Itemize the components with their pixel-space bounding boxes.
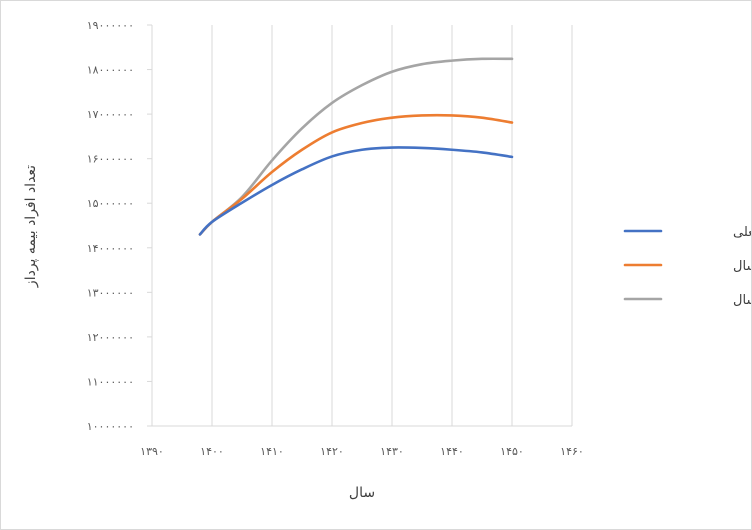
y-tick-label: ۱۳۰۰۰۰۰۰ [87, 286, 134, 299]
legend-label: ۶ سال [733, 293, 751, 308]
x-axis-ticks: ۱۳۹۰ ۱۴۰۰ ۱۴۱۰ ۱۴۲۰ ۱۴۳۰ ۱۴۴۰ ۱۴۵۰ ۱۴۶۰ [140, 445, 584, 458]
x-axis-title: سال [349, 485, 375, 501]
legend-item: ۶ سال [623, 293, 751, 308]
y-tick-label: ۱۰۰۰۰۰۰۰ [87, 420, 134, 433]
legend-label: ۲ سال [733, 259, 751, 274]
y-tick-label: ۱۷۰۰۰۰۰۰ [87, 108, 134, 121]
series-line-3 [198, 57, 514, 236]
y-tick-label: ۱۸۰۰۰۰۰۰ [87, 64, 134, 77]
y-tick-label: ۱۲۰۰۰۰۰۰ [87, 331, 134, 344]
legend-label: حالت فعلی [733, 225, 751, 240]
x-tick-label: ۱۴۱۰ [260, 445, 284, 458]
legend-item: حالت فعلی [623, 225, 751, 240]
x-tick-label: ۱۴۴۰ [440, 445, 464, 458]
series-line-1 [198, 146, 514, 236]
y-tick-label: ۱۴۰۰۰۰۰۰ [87, 242, 134, 255]
x-tick-label: ۱۴۲۰ [320, 445, 344, 458]
x-tick-label: ۱۳۹۰ [140, 445, 164, 458]
y-tick-label: ۱۶۰۰۰۰۰۰ [87, 153, 134, 166]
grid-layer [151, 25, 573, 427]
x-tick-label: ۱۴۰۰ [200, 445, 224, 458]
series-layer [198, 57, 514, 236]
y-tick-label: ۱۱۰۰۰۰۰۰ [87, 375, 134, 388]
y-axis-ticks: ۱۰۰۰۰۰۰۰ ۱۱۰۰۰۰۰۰ ۱۲۰۰۰۰۰۰ ۱۳۰۰۰۰۰۰ ۱۴۰۰۰۰۰۰… [87, 19, 152, 433]
x-tick-label: ۱۴۳۰ [380, 445, 404, 458]
x-tick-label: ۱۴۵۰ [500, 445, 524, 458]
y-tick-label: ۱۹۰۰۰۰۰۰ [87, 19, 134, 32]
legend-item: ۲ سال [623, 259, 751, 274]
x-tick-label: ۱۴۶۰ [560, 445, 584, 458]
legend: حالت فعلی ۲ سال ۶ سال [623, 225, 751, 308]
y-axis-title: تعداد افراد بیمه پرداز [23, 165, 39, 288]
series-line-2 [198, 113, 514, 236]
y-tick-label: ۱۵۰۰۰۰۰۰ [87, 197, 134, 210]
